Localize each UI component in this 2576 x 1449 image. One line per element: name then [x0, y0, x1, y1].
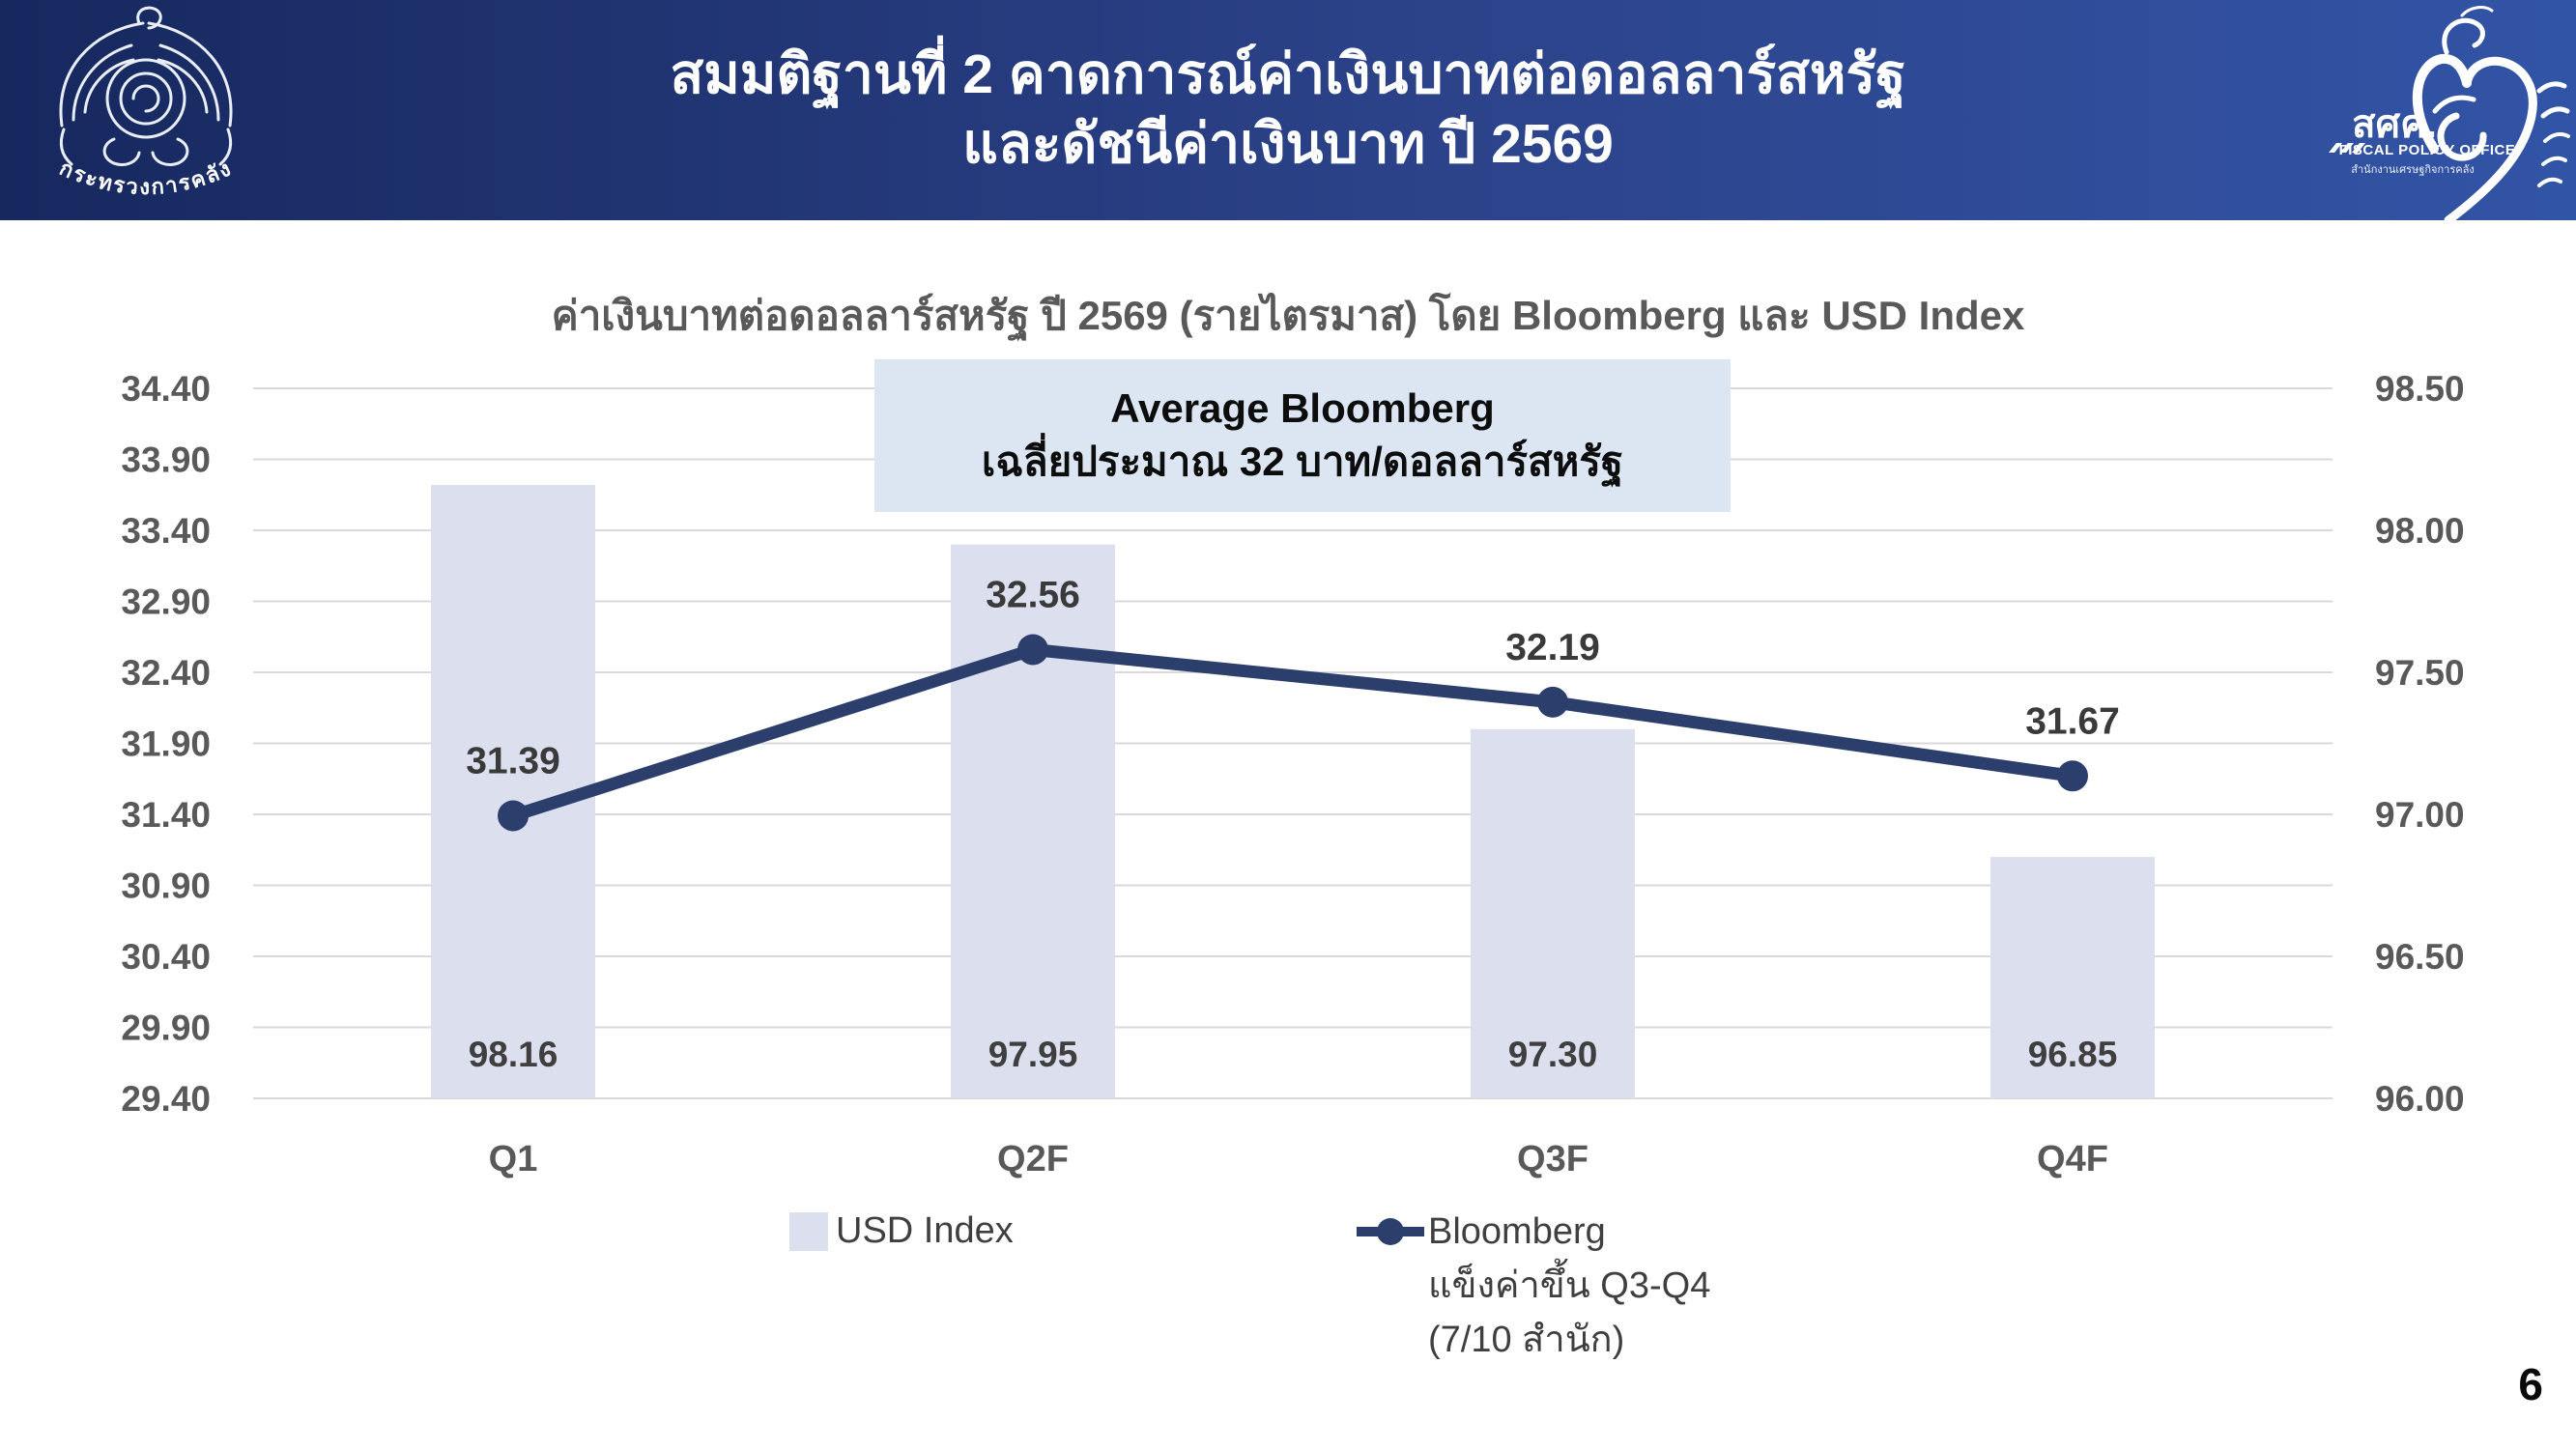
- svg-text:Q4F: Q4F: [2037, 1139, 2108, 1179]
- svg-text:97.50: 97.50: [2375, 653, 2465, 693]
- svg-text:97.95: 97.95: [988, 1035, 1078, 1074]
- svg-text:31.39: 31.39: [466, 740, 560, 781]
- svg-text:Q1: Q1: [489, 1139, 538, 1179]
- legend-bloomberg-label: Bloomberg: [1428, 1211, 1606, 1252]
- average-annotation-box: Average Bloomberg เฉลี่ยประมาณ 32 บาท/ดอ…: [874, 359, 1731, 512]
- svg-text:98.50: 98.50: [2375, 369, 2465, 409]
- chart-title: ค่าเงินบาทต่อดอลลาร์สหรัฐ ปี 2569 (รายไต…: [551, 293, 2025, 338]
- fpo-logo-name: FISCAL POLICY OFFICE: [2339, 142, 2516, 158]
- slide-title: สมมติฐานที่ 2 คาดการณ์ค่าเงินบาทต่อดอลลา…: [0, 0, 2576, 220]
- svg-text:31.90: 31.90: [121, 724, 211, 764]
- svg-text:31.40: 31.40: [121, 795, 211, 835]
- svg-text:34.40: 34.40: [121, 369, 211, 409]
- svg-text:96.00: 96.00: [2375, 1079, 2465, 1119]
- ministry-of-finance-logo-icon: กระทรวงการคลัง: [56, 6, 234, 199]
- svg-text:32.40: 32.40: [121, 653, 211, 693]
- svg-text:32.90: 32.90: [121, 582, 211, 622]
- annotation-line1: Average Bloomberg: [1110, 385, 1495, 432]
- legend-bloomberg-note1: แข็งค่าขึ้น Q3-Q4: [1428, 1265, 1711, 1307]
- legend-bloomberg-text: Bloomberg แข็งค่าขึ้น Q3-Q4 (7/10 สำนัก): [1428, 1205, 1710, 1368]
- svg-text:29.90: 29.90: [121, 1009, 211, 1048]
- fpo-logo-slashes-icon: [2329, 143, 2365, 153]
- legend-usd-index-label: USD Index: [836, 1210, 1014, 1251]
- page-number: 6: [2518, 1359, 2543, 1409]
- svg-text:30.90: 30.90: [121, 867, 211, 906]
- legend-item-bloomberg: Bloomberg แข็งค่าขึ้น Q3-Q4 (7/10 สำนัก): [1357, 1205, 1710, 1368]
- svg-text:29.40: 29.40: [121, 1079, 211, 1119]
- svg-text:98.16: 98.16: [469, 1035, 558, 1074]
- svg-text:33.90: 33.90: [121, 440, 211, 480]
- header-banner: กระทรวงการคลัง สมมติฐานที่ 2 คาดการณ์ค่า…: [0, 0, 2576, 220]
- svg-text:32.56: 32.56: [986, 574, 1080, 615]
- svg-text:98.00: 98.00: [2375, 511, 2465, 551]
- fpo-logo-icon: สศค. FISCAL POLICY OFFICE สำนักงานเศรษฐก…: [2329, 6, 2570, 220]
- legend-bloomberg-note2: (7/10 สำนัก): [1428, 1320, 1625, 1361]
- usd-index-swatch-icon: [789, 1211, 828, 1251]
- bloomberg-line-marker-icon: [1357, 1218, 1424, 1245]
- svg-text:30.40: 30.40: [121, 937, 211, 977]
- svg-text:96.85: 96.85: [2028, 1035, 2118, 1074]
- annotation-line2: เฉลี่ยประมาณ 32 บาท/ดอลลาร์สหรัฐ: [981, 439, 1624, 484]
- svg-text:31.67: 31.67: [2025, 700, 2120, 742]
- svg-text:Q3F: Q3F: [1517, 1139, 1589, 1179]
- fpo-logo-subtitle: สำนักงานเศรษฐกิจการคลัง: [2351, 164, 2474, 176]
- svg-text:33.40: 33.40: [121, 511, 211, 551]
- legend-item-usd-index: USD Index: [789, 1210, 1014, 1252]
- svg-text:32.19: 32.19: [1505, 627, 1600, 668]
- slide-title-line2: และดัชนีค่าเงินบาท ปี 2569: [962, 113, 1614, 175]
- svg-text:97.00: 97.00: [2375, 795, 2465, 835]
- svg-text:Q2F: Q2F: [997, 1139, 1069, 1179]
- slide-title-line1: สมมติฐานที่ 2 คาดการณ์ค่าเงินบาทต่อดอลลา…: [670, 43, 1906, 106]
- svg-text:96.50: 96.50: [2375, 937, 2465, 977]
- fpo-logo-abbr: สศค.: [2352, 103, 2437, 146]
- svg-text:97.30: 97.30: [1508, 1035, 1598, 1074]
